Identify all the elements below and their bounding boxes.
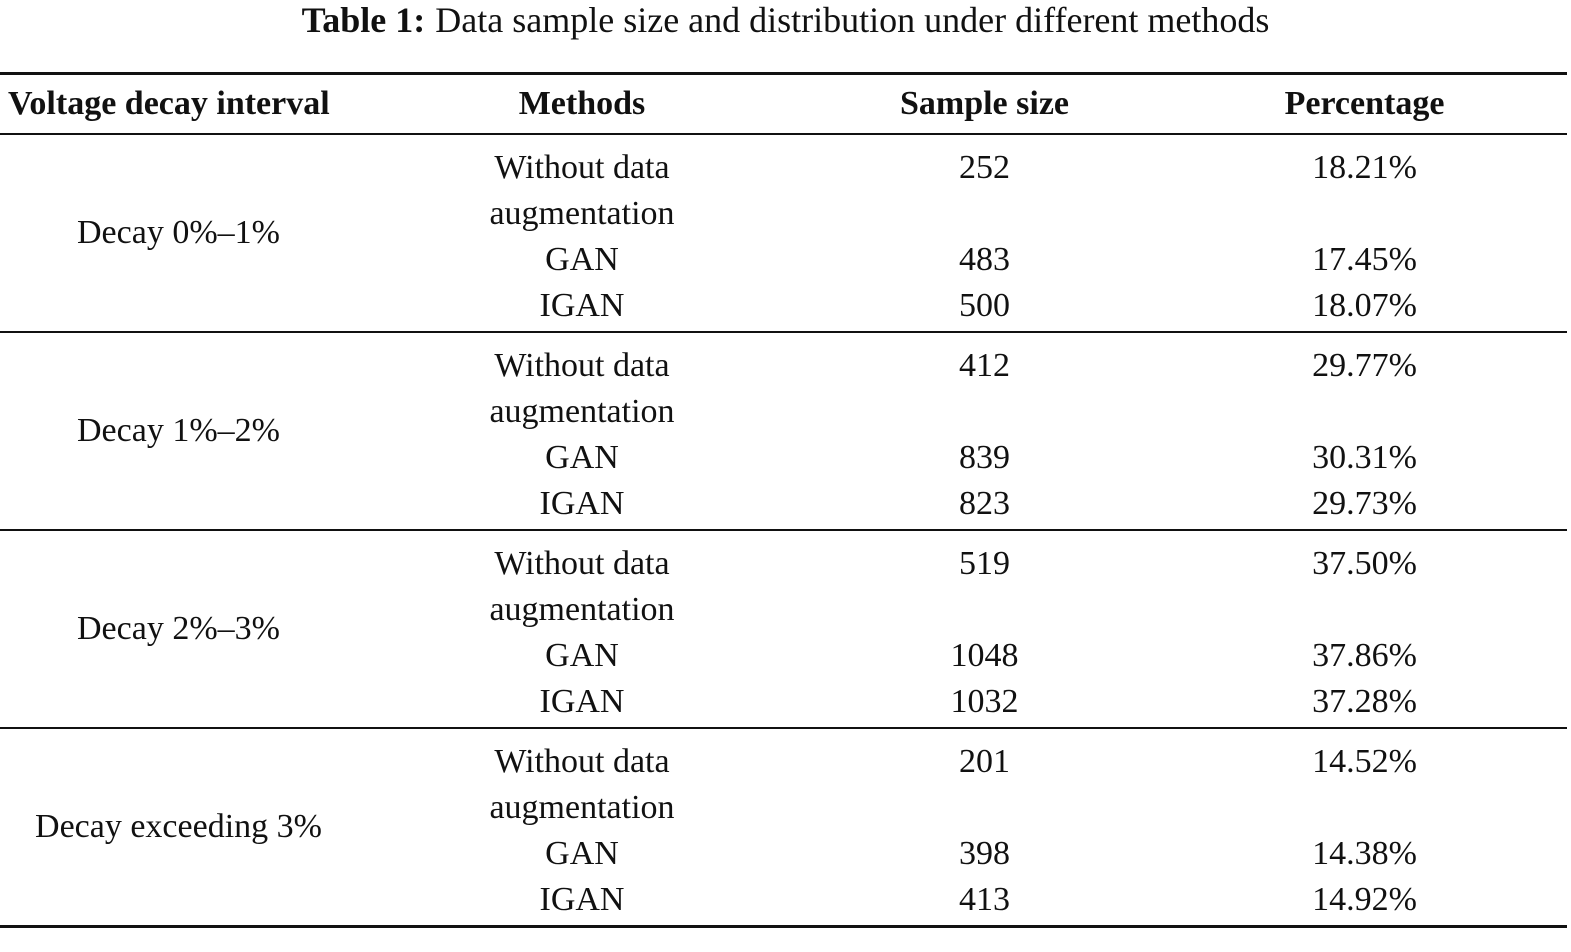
table-row: IGAN 413 14.92%: [0, 877, 1567, 927]
method-cell: IGAN: [539, 287, 625, 324]
sample-size-cell: 1048: [950, 637, 1019, 674]
header-row: Voltage decay interval Methods Sample si…: [0, 73, 1567, 134]
table-row: IGAN 500 18.07%: [0, 283, 1567, 332]
group-decay-0-1: Decay 0%–1% Without data augmentation 25…: [0, 134, 1567, 332]
percentage-cell: 17.45%: [1312, 241, 1417, 278]
method-cell: Without data augmentation: [489, 743, 675, 826]
table-row: IGAN 1032 37.28%: [0, 679, 1567, 728]
percentage-cell: 37.50%: [1312, 545, 1417, 582]
percentage-cell: 14.38%: [1312, 835, 1417, 872]
percentage-cell: 29.77%: [1312, 347, 1417, 384]
interval-cell: Decay 2%–3%: [77, 610, 280, 647]
sample-size-cell: 413: [959, 881, 1010, 918]
header-percentage: Percentage: [1284, 85, 1445, 122]
table-row: GAN 483 17.45%: [0, 237, 1567, 283]
method-cell: Without data augmentation: [489, 545, 675, 628]
method-cell: GAN: [545, 835, 619, 872]
table-row: Decay 0%–1% Without data augmentation 25…: [0, 134, 1567, 251]
method-cell: GAN: [545, 241, 619, 278]
interval-cell: Decay exceeding 3%: [35, 808, 322, 845]
caption-text: Data sample size and distribution under …: [435, 0, 1270, 40]
sample-size-cell: 483: [959, 241, 1010, 278]
header-sample-size: Sample size: [899, 85, 1070, 122]
sample-size-cell: 500: [959, 287, 1010, 324]
method-cell: GAN: [545, 637, 619, 674]
table-row: Decay exceeding 3% Without data augmenta…: [0, 728, 1567, 845]
sample-size-cell: 201: [959, 743, 1010, 780]
method-cell: Without data augmentation: [489, 149, 675, 232]
percentage-cell: 30.31%: [1312, 439, 1417, 476]
header-methods: Methods: [518, 85, 646, 122]
table-row: GAN 398 14.38%: [0, 831, 1567, 877]
percentage-cell: 29.73%: [1312, 485, 1417, 522]
percentage-cell: 18.21%: [1312, 149, 1417, 186]
group-decay-1-2: Decay 1%–2% Without data augmentation 41…: [0, 332, 1567, 530]
caption-label: Table 1:: [301, 0, 426, 40]
method-cell: IGAN: [539, 485, 625, 522]
table-caption: Table 1: Data sample size and distributio…: [0, 0, 1571, 40]
sample-size-cell: 839: [959, 439, 1010, 476]
group-decay-exceeding-3: Decay exceeding 3% Without data augmenta…: [0, 728, 1567, 927]
percentage-cell: 14.52%: [1312, 743, 1417, 780]
sample-size-cell: 1032: [950, 683, 1019, 720]
percentage-cell: 37.28%: [1312, 683, 1417, 720]
sample-size-cell: 398: [959, 835, 1010, 872]
percentage-cell: 37.86%: [1312, 637, 1417, 674]
data-table: Voltage decay interval Methods Sample si…: [0, 72, 1567, 928]
table-row: GAN 1048 37.86%: [0, 633, 1567, 679]
method-cell: GAN: [545, 439, 619, 476]
table-row: IGAN 823 29.73%: [0, 481, 1567, 530]
sample-size-cell: 519: [959, 545, 1010, 582]
sample-size-cell: 823: [959, 485, 1010, 522]
group-decay-2-3: Decay 2%–3% Without data augmentation 51…: [0, 530, 1567, 728]
percentage-cell: 18.07%: [1312, 287, 1417, 324]
sample-size-cell: 412: [959, 347, 1010, 384]
table-header: Voltage decay interval Methods Sample si…: [0, 73, 1567, 134]
table-row: Decay 1%–2% Without data augmentation 41…: [0, 332, 1567, 449]
method-cell: Without data augmentation: [489, 347, 675, 430]
interval-cell: Decay 1%–2%: [77, 412, 280, 449]
percentage-cell: 14.92%: [1312, 881, 1417, 918]
table-row: Decay 2%–3% Without data augmentation 51…: [0, 530, 1567, 647]
table-row: GAN 839 30.31%: [0, 435, 1567, 481]
sample-size-cell: 252: [959, 149, 1010, 186]
method-cell: IGAN: [539, 683, 625, 720]
method-cell: IGAN: [539, 881, 625, 918]
interval-cell: Decay 0%–1%: [77, 214, 280, 251]
header-voltage-decay-interval: Voltage decay interval: [8, 85, 330, 122]
